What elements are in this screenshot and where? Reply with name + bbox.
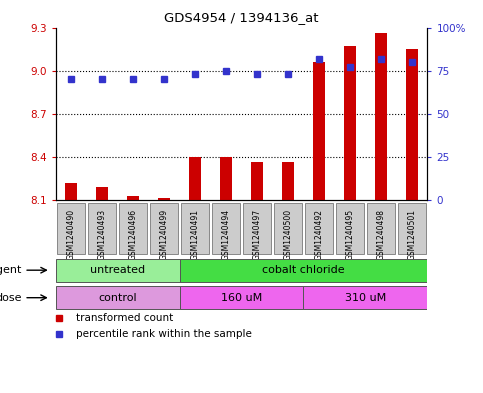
Text: cobalt chloride: cobalt chloride xyxy=(262,265,345,275)
Text: GSM1240498: GSM1240498 xyxy=(376,209,385,260)
Bar xyxy=(313,62,325,200)
Bar xyxy=(406,49,418,200)
FancyBboxPatch shape xyxy=(303,286,427,309)
Bar xyxy=(251,162,263,200)
FancyBboxPatch shape xyxy=(180,286,303,309)
Text: control: control xyxy=(98,293,137,303)
Text: dose: dose xyxy=(0,293,22,303)
Text: GSM1240493: GSM1240493 xyxy=(98,209,107,260)
Bar xyxy=(282,162,294,200)
Text: transformed count: transformed count xyxy=(76,314,173,323)
FancyBboxPatch shape xyxy=(367,204,395,254)
Text: 160 uM: 160 uM xyxy=(221,293,262,303)
Text: GSM1240494: GSM1240494 xyxy=(222,209,230,260)
FancyBboxPatch shape xyxy=(212,204,240,254)
Text: GDS4954 / 1394136_at: GDS4954 / 1394136_at xyxy=(164,11,319,24)
Bar xyxy=(344,46,356,200)
FancyBboxPatch shape xyxy=(56,286,180,309)
Text: GSM1240497: GSM1240497 xyxy=(253,209,261,260)
FancyBboxPatch shape xyxy=(336,204,364,254)
FancyBboxPatch shape xyxy=(57,204,85,254)
Bar xyxy=(375,33,387,200)
FancyBboxPatch shape xyxy=(150,204,178,254)
FancyBboxPatch shape xyxy=(88,204,116,254)
Text: untreated: untreated xyxy=(90,265,145,275)
FancyBboxPatch shape xyxy=(56,259,180,282)
Bar xyxy=(189,157,201,200)
Bar xyxy=(96,187,108,200)
Bar xyxy=(220,157,232,200)
Text: GSM1240490: GSM1240490 xyxy=(67,209,75,260)
Text: GSM1240500: GSM1240500 xyxy=(284,209,293,260)
Text: percentile rank within the sample: percentile rank within the sample xyxy=(76,329,252,339)
FancyBboxPatch shape xyxy=(305,204,333,254)
FancyBboxPatch shape xyxy=(181,204,209,254)
Text: GSM1240495: GSM1240495 xyxy=(345,209,355,260)
FancyBboxPatch shape xyxy=(180,259,427,282)
Bar xyxy=(65,183,77,200)
Text: agent: agent xyxy=(0,265,22,275)
Bar xyxy=(158,198,170,200)
Text: GSM1240501: GSM1240501 xyxy=(408,209,416,260)
FancyBboxPatch shape xyxy=(274,204,302,254)
Text: GSM1240492: GSM1240492 xyxy=(314,209,324,260)
Text: GSM1240499: GSM1240499 xyxy=(159,209,169,260)
Text: 310 uM: 310 uM xyxy=(345,293,386,303)
FancyBboxPatch shape xyxy=(243,204,271,254)
Text: GSM1240491: GSM1240491 xyxy=(190,209,199,260)
Bar xyxy=(127,196,139,200)
Text: GSM1240496: GSM1240496 xyxy=(128,209,138,260)
FancyBboxPatch shape xyxy=(119,204,147,254)
FancyBboxPatch shape xyxy=(398,204,426,254)
